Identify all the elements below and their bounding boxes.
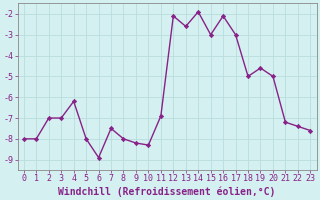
X-axis label: Windchill (Refroidissement éolien,°C): Windchill (Refroidissement éolien,°C): [58, 186, 276, 197]
